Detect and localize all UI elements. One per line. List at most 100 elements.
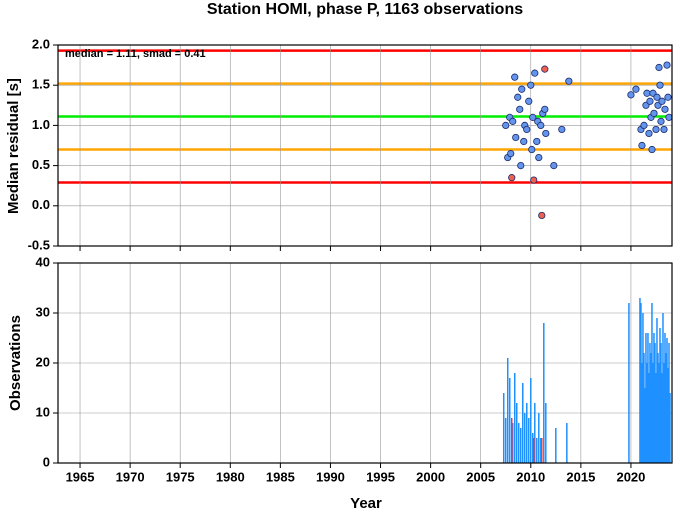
point — [507, 149, 515, 158]
point — [517, 162, 525, 170]
bar — [520, 428, 522, 463]
y-tick-label: 0 — [43, 454, 50, 469]
x-tick-label: 1975 — [166, 469, 195, 484]
bar — [658, 363, 660, 463]
x-tick-label: 2010 — [516, 469, 545, 484]
bar — [513, 373, 516, 463]
bar — [666, 338, 668, 463]
x-tick-label: 1995 — [366, 469, 395, 484]
y-tick-label: 0.0 — [32, 197, 50, 212]
bar — [647, 333, 649, 463]
y-tick-label: 20 — [36, 354, 50, 369]
x-tick-label: 1980 — [216, 469, 245, 484]
bar — [538, 413, 540, 463]
point — [508, 174, 516, 182]
plot-frame — [57, 44, 673, 247]
bar — [653, 333, 655, 463]
bar — [528, 418, 530, 463]
bar — [522, 383, 524, 463]
point — [516, 105, 524, 113]
point — [653, 93, 661, 101]
y-tick-label: 0.5 — [32, 157, 50, 172]
x-tick-label: 1965 — [66, 469, 95, 484]
point — [528, 145, 536, 154]
bar — [646, 363, 648, 463]
bar — [640, 303, 642, 463]
point — [542, 129, 550, 138]
bar — [642, 313, 644, 463]
annotation: median = 1.11, smad = 0.41 — [65, 48, 206, 60]
point — [658, 97, 666, 105]
bar — [533, 438, 535, 463]
x-axis-label: Year — [350, 495, 382, 511]
bar — [543, 323, 545, 463]
bar — [655, 373, 657, 463]
point — [550, 162, 558, 170]
plot-frame — [57, 262, 673, 464]
x-tick-label: 2015 — [566, 469, 595, 484]
bar — [644, 388, 646, 463]
y-axis-label: Observations — [7, 315, 24, 411]
point — [529, 113, 537, 121]
bar — [511, 423, 514, 463]
bar — [645, 333, 647, 463]
point — [643, 89, 651, 97]
point — [663, 61, 671, 69]
point — [502, 121, 510, 130]
point — [656, 81, 664, 89]
x-tick-label: 1970 — [116, 469, 145, 484]
bar — [534, 403, 536, 463]
bar — [659, 328, 661, 463]
point — [657, 117, 665, 125]
point — [541, 65, 549, 73]
x-tick-label: 1985 — [266, 469, 295, 484]
point — [565, 77, 573, 85]
y-tick-label: 1.0 — [32, 117, 50, 132]
point — [520, 137, 528, 146]
bar — [663, 363, 665, 463]
point — [537, 121, 545, 130]
bar — [660, 343, 662, 463]
bar — [526, 403, 528, 463]
bar — [532, 433, 534, 463]
point — [533, 137, 541, 146]
point — [640, 121, 648, 130]
bar — [648, 373, 650, 463]
point — [535, 153, 543, 162]
point — [558, 125, 566, 134]
point — [655, 63, 663, 72]
bar — [628, 303, 630, 463]
point — [650, 109, 658, 117]
bar — [555, 428, 557, 463]
x-tick-label: 2005 — [466, 469, 495, 484]
bar — [545, 403, 547, 463]
bar — [654, 343, 656, 463]
point — [509, 117, 517, 125]
point — [511, 73, 519, 81]
bar — [641, 363, 643, 463]
x-tick-label: 1990 — [316, 469, 345, 484]
bar — [656, 318, 658, 463]
y-tick-label: 30 — [36, 304, 50, 319]
point — [512, 133, 520, 142]
point — [645, 129, 653, 138]
point — [632, 85, 640, 93]
bar — [643, 353, 645, 463]
y-tick-label: 40 — [36, 254, 50, 269]
y-axis-label: Median residual [s] — [5, 78, 22, 214]
point — [525, 97, 533, 105]
bar — [662, 313, 664, 463]
bar — [536, 438, 538, 463]
bar — [650, 353, 652, 463]
bar — [502, 393, 505, 463]
point — [538, 211, 546, 220]
point — [665, 113, 673, 121]
point — [527, 81, 535, 89]
bar — [661, 373, 663, 463]
bar — [530, 378, 532, 463]
point — [530, 176, 538, 184]
point — [648, 145, 656, 154]
point — [541, 105, 549, 113]
y-tick-label: 10 — [36, 404, 50, 419]
bar — [524, 413, 526, 463]
